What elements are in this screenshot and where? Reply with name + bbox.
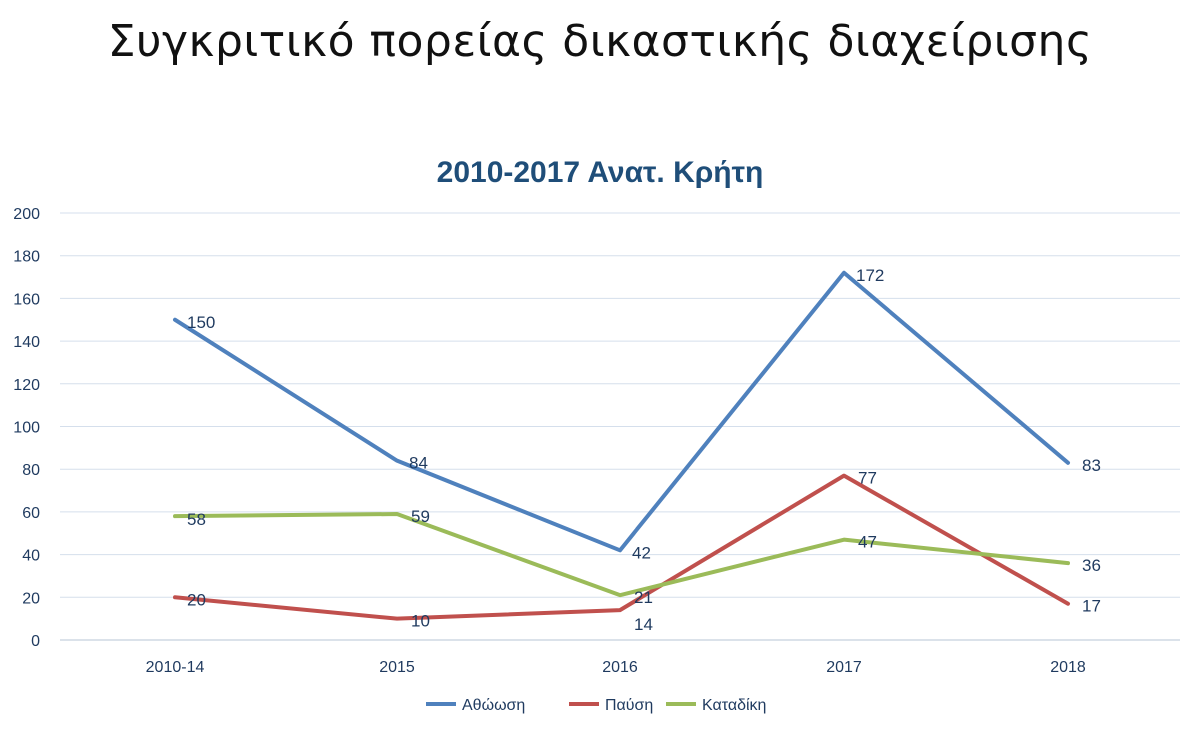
x-tick-label: 2017 xyxy=(826,659,862,676)
data-label: 10 xyxy=(411,612,430,631)
data-label: 17 xyxy=(1082,597,1101,616)
y-tick-label: 160 xyxy=(13,291,40,308)
legend: Αθώωση Παύση Καταδίκη xyxy=(426,697,766,714)
page-title: Συγκριτικό πορείας δικαστικής διαχείριση… xyxy=(107,16,1093,67)
data-label: 47 xyxy=(858,533,877,552)
data-label: 84 xyxy=(409,454,428,473)
data-label: 42 xyxy=(632,543,651,562)
series-line-1 xyxy=(173,270,1070,553)
y-tick-label: 80 xyxy=(22,462,40,479)
data-label: 20 xyxy=(187,590,206,609)
series-lines xyxy=(173,270,1070,621)
legend-label: Καταδίκη xyxy=(702,697,766,714)
data-label: 21 xyxy=(634,588,653,607)
data-label: 59 xyxy=(411,507,430,526)
data-label: 36 xyxy=(1082,556,1101,575)
x-axis-ticks: 2010-14 2015 2016 2017 2018 xyxy=(146,659,1086,676)
y-tick-label: 60 xyxy=(22,505,40,522)
data-labels: 150 84 42 172 83 20 10 14 77 17 58 59 21 47 36 xyxy=(187,266,1101,634)
data-label: 172 xyxy=(856,266,884,285)
legend-label: Παύση xyxy=(605,697,653,714)
data-label: 14 xyxy=(634,615,653,634)
y-tick-label: 100 xyxy=(13,420,40,437)
series-line-3 xyxy=(173,512,1070,598)
legend-label: Αθώωση xyxy=(462,697,525,714)
data-label: 83 xyxy=(1082,456,1101,475)
y-tick-label: 200 xyxy=(13,206,40,223)
data-label: 77 xyxy=(858,469,877,488)
y-axis-ticks: 0 20 40 60 80 100 120 140 160 180 200 xyxy=(13,206,40,650)
data-label: 150 xyxy=(187,313,215,332)
x-tick-label: 2010-14 xyxy=(146,659,205,676)
y-tick-label: 20 xyxy=(22,590,40,607)
x-tick-label: 2018 xyxy=(1050,659,1086,676)
x-tick-label: 2016 xyxy=(602,659,638,676)
y-tick-label: 180 xyxy=(13,249,40,266)
x-tick-label: 2015 xyxy=(379,659,415,676)
series-line-2 xyxy=(173,473,1070,621)
data-label: 58 xyxy=(187,510,206,529)
chart-title: 2010-2017 Ανατ. Κρήτη xyxy=(437,156,764,189)
y-tick-label: 40 xyxy=(22,548,40,565)
y-tick-label: 120 xyxy=(13,377,40,394)
gridlines xyxy=(60,212,1180,641)
y-tick-label: 140 xyxy=(13,334,40,351)
y-tick-label: 0 xyxy=(31,633,40,650)
